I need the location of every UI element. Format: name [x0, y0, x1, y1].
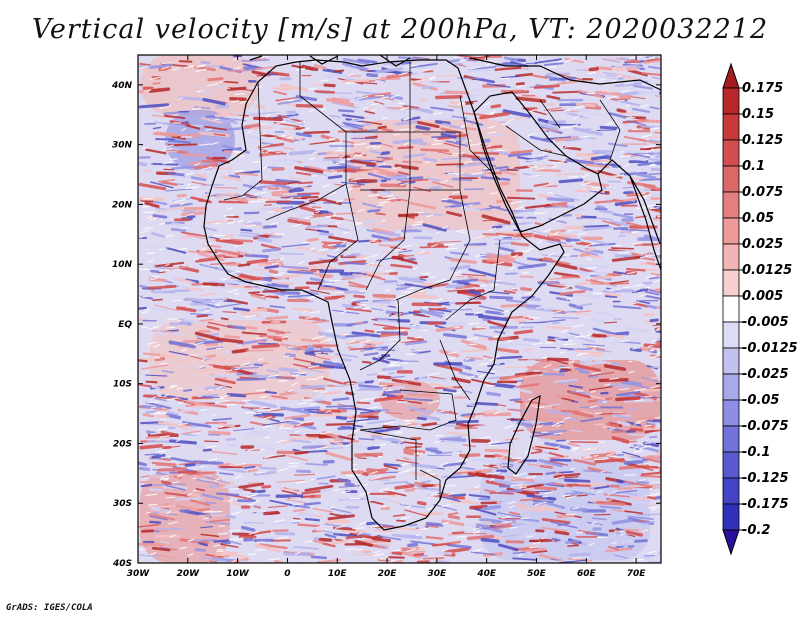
colorbar-max-arrow	[722, 62, 740, 89]
colorbar-label: -0.05	[742, 393, 779, 408]
india-coastline	[629, 175, 661, 271]
colorbar-label: 0.0125	[742, 263, 792, 278]
colorbar-label: 0.175	[742, 81, 783, 96]
colorbar-label: 0.075	[742, 185, 783, 200]
colorbar-min-arrow	[722, 529, 740, 556]
colorbar-label: -0.025	[742, 367, 789, 382]
colorbar-segment	[722, 295, 740, 323]
asia-coastline	[597, 159, 661, 245]
colorbar-segment	[722, 217, 740, 245]
lat-tick-label: 10N	[112, 260, 133, 270]
country-borders	[223, 62, 621, 500]
lat-tick-label: 10S	[113, 380, 132, 390]
colorbar-label: -0.125	[742, 471, 789, 486]
lat-tick-label: 20S	[113, 439, 132, 449]
colorbar-segment	[722, 191, 740, 219]
grads-credit: GrADS: IGES/COLA	[6, 603, 93, 613]
colorbar-segment	[722, 399, 740, 427]
colorbar-segment	[722, 321, 740, 349]
colorbar-label: 0.025	[742, 237, 783, 252]
colorbar-segment	[722, 113, 740, 141]
lon-tick-label: 30W	[127, 569, 151, 579]
lon-tick-label: 30E	[428, 569, 448, 579]
map-frame	[137, 54, 662, 564]
colorbar-label: 0.05	[742, 211, 774, 226]
colorbar-segment	[722, 269, 740, 297]
colorbar-segment	[722, 243, 740, 271]
lat-tick-label: 20N	[112, 200, 133, 210]
colorbar-label: -0.0125	[742, 341, 798, 356]
lon-tick-label: 20E	[378, 569, 398, 579]
europe-coastline	[249, 55, 661, 91]
colorbar-segment	[722, 451, 740, 479]
lon-tick-label: 70E	[627, 569, 647, 579]
velocity-field	[138, 55, 661, 563]
lat-tick-label: 40S	[112, 559, 132, 569]
colorbar-label: -0.005	[742, 315, 789, 330]
lat-tick-label: 40N	[111, 81, 133, 91]
coastlines	[203, 55, 661, 531]
lon-tick-label: 10E	[328, 569, 348, 579]
lat-tick-label: 30S	[113, 499, 132, 509]
colorbar-label: -0.175	[742, 497, 789, 512]
colorbar-segment	[722, 373, 740, 401]
colorbar-segment	[722, 503, 740, 531]
colorbar-label: -0.1	[742, 445, 770, 460]
lon-tick-label: 60E	[577, 569, 597, 579]
africa-coastline	[203, 59, 565, 531]
lon-tick-label: 20W	[177, 569, 201, 579]
colorbar-label: -0.075	[742, 419, 789, 434]
colorbar: 0.175 0.15 0.125 0.1 0.075 0.05 0.025 0.0125 0.0…	[722, 62, 798, 556]
colorbar-segment	[722, 425, 740, 453]
madagascar-coastline	[507, 394, 541, 475]
arabia-coastline	[473, 91, 603, 233]
colorbar-segment	[722, 87, 740, 115]
colorbar-label: 0.1	[742, 159, 765, 174]
lon-tick-label: 10W	[226, 569, 250, 579]
colorbar-segment	[722, 477, 740, 505]
colorbar-segment	[722, 165, 740, 193]
lon-tick-label: 40E	[476, 569, 497, 579]
lat-tick-label: 30N	[112, 141, 133, 151]
lat-tick-label: EQ	[118, 320, 132, 330]
colorbar-label: 0.15	[742, 107, 774, 122]
colorbar-label: 0.125	[742, 133, 783, 148]
map-title: Vertical velocity [m/s] at 200hPa, VT: 2…	[31, 14, 769, 45]
colorbar-label: -0.2	[742, 523, 770, 538]
colorbar-segment	[722, 347, 740, 375]
lon-tick-label: 0	[284, 569, 290, 579]
lon-tick-label: 50E	[527, 569, 547, 579]
colorbar-label: 0.005	[742, 289, 783, 304]
colorbar-segment	[722, 139, 740, 167]
